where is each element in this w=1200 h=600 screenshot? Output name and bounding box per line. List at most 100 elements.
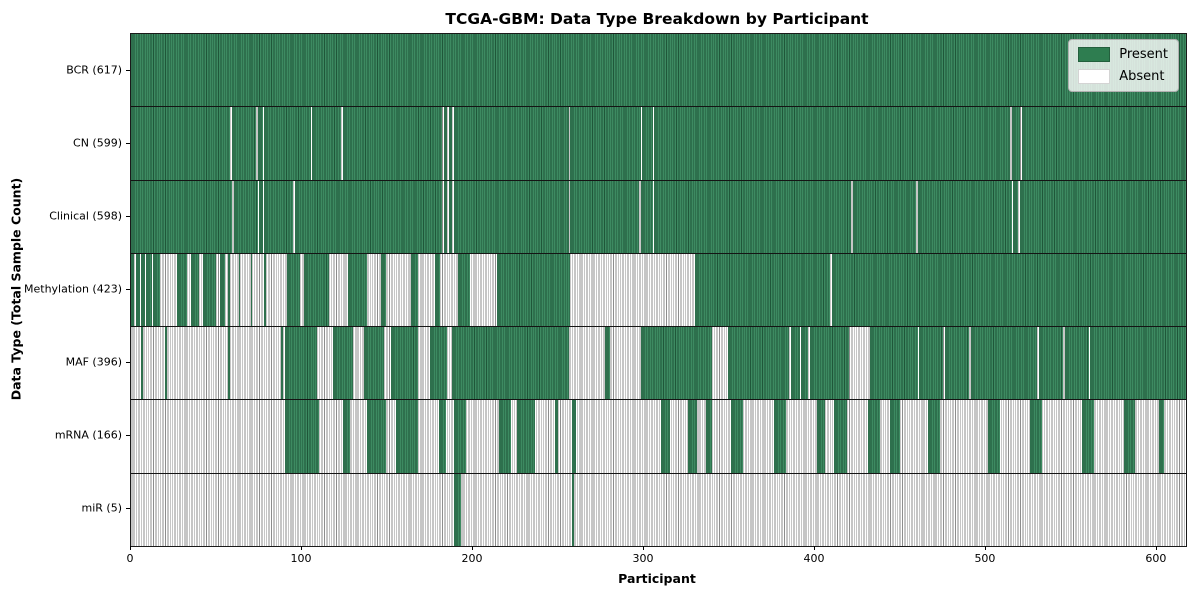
ytick-mark xyxy=(126,142,130,144)
present-block xyxy=(228,327,231,400)
xtick-label-200: 200 xyxy=(461,552,483,565)
present-block xyxy=(202,253,217,327)
present-block xyxy=(1124,400,1135,473)
xtick-mark xyxy=(813,546,815,550)
xtick-label-600: 600 xyxy=(1145,552,1167,565)
present-block xyxy=(228,253,231,327)
plot-area: Present Absent xyxy=(130,33,1187,547)
present-block xyxy=(264,107,311,180)
row-cn xyxy=(131,107,1186,181)
present-block xyxy=(165,327,167,400)
present-block xyxy=(1013,180,1019,253)
present-block xyxy=(284,327,318,400)
present-block xyxy=(640,327,713,400)
present-block xyxy=(390,327,419,400)
xtick-label-300: 300 xyxy=(632,552,654,565)
present-block xyxy=(257,107,263,180)
present-block xyxy=(141,253,145,327)
present-block xyxy=(312,107,342,180)
present-block xyxy=(773,400,786,473)
present-block xyxy=(380,253,386,327)
present-block xyxy=(731,400,744,473)
present-block xyxy=(454,473,461,546)
present-block xyxy=(570,107,641,180)
present-block xyxy=(238,253,241,327)
ytick-label-clinical: Clinical (598) xyxy=(49,209,122,223)
present-block xyxy=(1064,327,1089,400)
present-block xyxy=(1158,400,1164,473)
present-block xyxy=(231,107,256,180)
present-block xyxy=(264,253,267,327)
present-swatch-icon xyxy=(1078,47,1111,62)
ytick-label-bcr: BCR (617) xyxy=(66,63,122,77)
present-block xyxy=(411,253,419,327)
present-block xyxy=(153,253,161,327)
present-block xyxy=(136,253,140,327)
present-block xyxy=(517,400,535,473)
legend-item-absent: Absent xyxy=(1078,69,1168,84)
present-block xyxy=(570,180,639,253)
present-block xyxy=(190,253,200,327)
ytick-label-mrna: mRNA (166) xyxy=(54,428,122,442)
present-block xyxy=(449,180,453,253)
ytick-label-maf: MAF (396) xyxy=(65,355,122,369)
ytick-mark xyxy=(126,215,130,217)
present-block xyxy=(454,107,569,180)
legend-present-label: Present xyxy=(1119,47,1168,62)
present-block xyxy=(452,327,569,400)
ytick-mark xyxy=(126,435,130,437)
present-block xyxy=(219,253,226,327)
present-block xyxy=(869,327,918,400)
present-block xyxy=(1020,180,1186,253)
present-block xyxy=(1038,327,1063,400)
present-block xyxy=(604,327,610,400)
present-block xyxy=(303,253,330,327)
present-block xyxy=(555,400,559,473)
present-block xyxy=(642,107,653,180)
present-block xyxy=(131,180,232,253)
row-bcr xyxy=(131,34,1186,108)
present-block xyxy=(496,253,571,327)
present-block xyxy=(259,180,263,253)
present-block xyxy=(987,400,1000,473)
present-block xyxy=(332,327,354,400)
present-block xyxy=(917,180,1012,253)
present-block xyxy=(1081,400,1094,473)
present-block xyxy=(250,253,253,327)
xtick-mark xyxy=(984,546,986,550)
present-block xyxy=(1090,327,1186,400)
present-block xyxy=(727,327,790,400)
row-methylation xyxy=(131,253,1186,328)
present-block xyxy=(454,400,467,473)
present-block xyxy=(284,400,320,473)
ytick-mark xyxy=(126,69,130,71)
present-block xyxy=(833,400,848,473)
present-block xyxy=(363,327,385,400)
present-block xyxy=(435,253,441,327)
xtick-label-400: 400 xyxy=(803,552,825,565)
present-block xyxy=(457,253,470,327)
present-block xyxy=(449,107,453,180)
present-block xyxy=(343,400,350,473)
present-block xyxy=(233,180,258,253)
xtick-label-500: 500 xyxy=(974,552,996,565)
present-block xyxy=(654,107,1010,180)
xtick-mark xyxy=(642,546,644,550)
xtick-mark xyxy=(1155,546,1157,550)
present-block xyxy=(443,107,448,180)
x-axis-label: Participant xyxy=(618,571,696,586)
ytick-label-mir: miR (5) xyxy=(81,501,123,515)
present-block xyxy=(832,253,1186,327)
present-block xyxy=(695,253,831,327)
present-block xyxy=(572,473,574,546)
present-block xyxy=(654,180,851,253)
present-block xyxy=(438,400,446,473)
present-block xyxy=(970,327,1038,400)
present-block xyxy=(944,327,969,400)
xtick-label-100: 100 xyxy=(290,552,312,565)
present-block xyxy=(1021,107,1186,180)
legend-absent-label: Absent xyxy=(1119,69,1165,84)
xtick-label-0: 0 xyxy=(126,552,134,565)
present-block xyxy=(640,180,653,253)
